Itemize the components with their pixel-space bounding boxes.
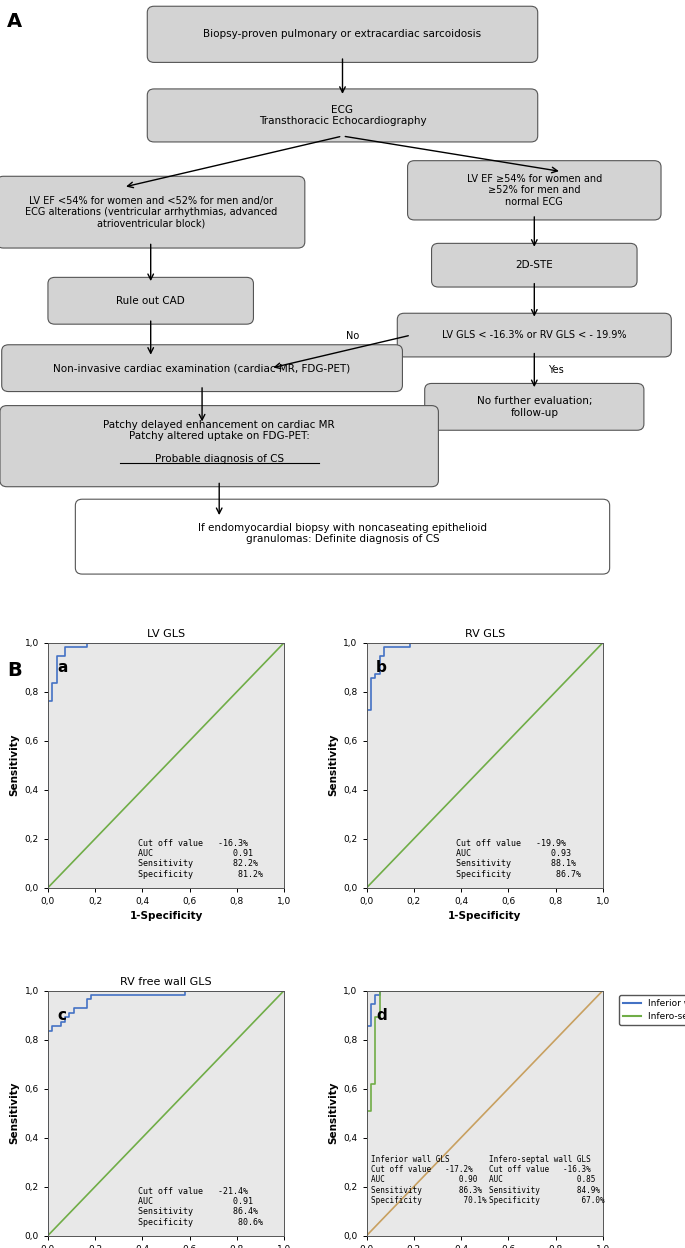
FancyBboxPatch shape [147,89,538,142]
Text: Biopsy-proven pulmonary or extracardiac sarcoidosis: Biopsy-proven pulmonary or extracardiac … [203,29,482,40]
FancyBboxPatch shape [75,499,610,574]
Text: d: d [376,1007,387,1022]
Text: Probable diagnosis of CS: Probable diagnosis of CS [155,453,284,464]
Title: LV GLS: LV GLS [147,629,185,639]
FancyBboxPatch shape [0,176,305,248]
Y-axis label: Sensitivity: Sensitivity [9,1082,19,1144]
Text: Rule out CAD: Rule out CAD [116,296,185,306]
Text: Non-invasive cardiac examination (cardiac MR, FDG-PET): Non-invasive cardiac examination (cardia… [53,363,351,373]
Y-axis label: Sensitivity: Sensitivity [328,734,338,796]
Title: RV free wall GLS: RV free wall GLS [120,977,212,987]
Title: RV GLS: RV GLS [464,629,505,639]
Y-axis label: Sensitivity: Sensitivity [9,734,19,796]
Text: ECG
Transthoracic Echocardiography: ECG Transthoracic Echocardiography [259,105,426,126]
FancyBboxPatch shape [147,6,538,62]
Legend: Inferior wall GLS, Infero-septal wall GLS: Inferior wall GLS, Infero-septal wall GL… [619,995,685,1025]
Text: b: b [376,660,387,675]
Text: LV EF <54% for women and <52% for men and/or
ECG alterations (ventricular arrhyt: LV EF <54% for women and <52% for men an… [25,196,277,228]
FancyBboxPatch shape [408,161,661,220]
FancyBboxPatch shape [432,243,637,287]
FancyBboxPatch shape [0,406,438,487]
Text: c: c [58,1007,66,1022]
FancyBboxPatch shape [2,344,402,392]
FancyBboxPatch shape [397,313,671,357]
Text: No further evaluation;
follow-up: No further evaluation; follow-up [477,396,592,418]
Text: No: No [346,331,360,341]
X-axis label: 1-Specificity: 1-Specificity [448,911,521,921]
Text: LV EF ≥54% for women and
≥52% for men and
normal ECG: LV EF ≥54% for women and ≥52% for men an… [466,173,602,207]
Text: Cut off value   -21.4%
AUC                0.91
Sensitivity        86.4%
Specific: Cut off value -21.4% AUC 0.91 Sensitivit… [138,1187,262,1227]
FancyBboxPatch shape [425,383,644,431]
Text: Inferior wall GLS
Cut off value   -17.2%
AUC                0.90
Sensitivity    : Inferior wall GLS Cut off value -17.2% A… [371,1154,487,1206]
Text: 2D-STE: 2D-STE [515,260,553,271]
Text: Yes: Yes [548,364,564,376]
Text: Cut off value   -16.3%
AUC                0.91
Sensitivity        82.2%
Specific: Cut off value -16.3% AUC 0.91 Sensitivit… [138,839,262,879]
Y-axis label: Sensitivity: Sensitivity [328,1082,338,1144]
Text: If endomyocardial biopsy with noncaseating epithelioid
granulomas: Definite diag: If endomyocardial biopsy with noncaseati… [198,523,487,544]
Text: LV GLS < -16.3% or RV GLS < - 19.9%: LV GLS < -16.3% or RV GLS < - 19.9% [442,329,627,341]
Text: B: B [7,661,22,680]
Text: Cut off value   -19.9%
AUC                0.93
Sensitivity        88.1%
Specific: Cut off value -19.9% AUC 0.93 Sensitivit… [456,839,582,879]
Text: Patchy delayed enhancement on cardiac MR
Patchy altered uptake on FDG-PET:: Patchy delayed enhancement on cardiac MR… [103,419,335,442]
FancyBboxPatch shape [48,277,253,324]
Text: Infero-septal wall GLS
Cut off value   -16.3%
AUC                0.85
Sensitivit: Infero-septal wall GLS Cut off value -16… [490,1154,605,1206]
Text: A: A [7,12,22,31]
X-axis label: 1-Specificity: 1-Specificity [129,911,203,921]
Text: a: a [58,660,68,675]
